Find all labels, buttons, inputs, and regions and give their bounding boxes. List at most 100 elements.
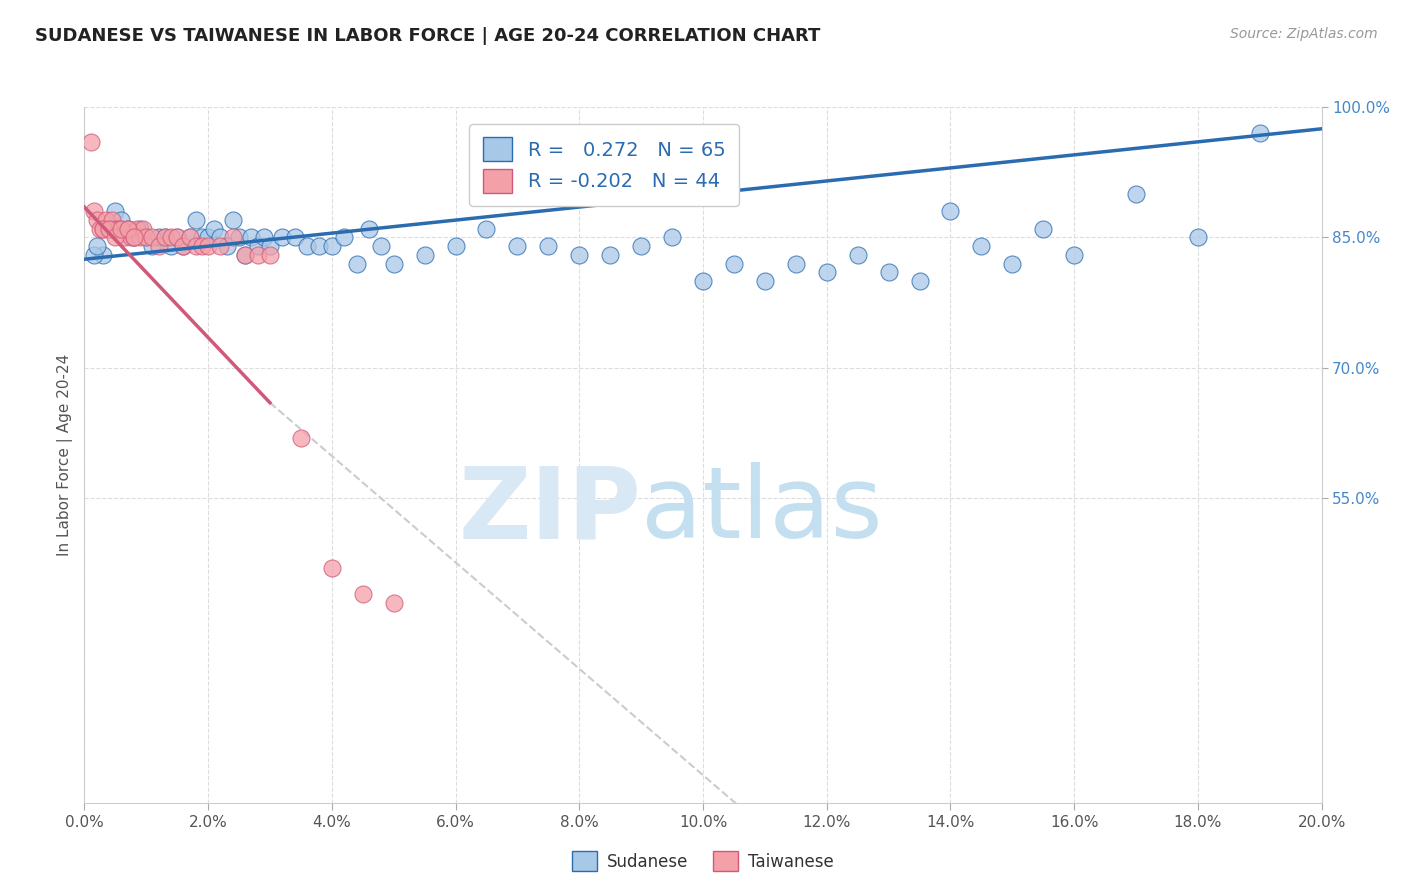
Text: atlas: atlas: [641, 462, 883, 559]
Point: [104, 221, 127, 235]
Point: [107, 221, 129, 235]
Point: [785, 256, 807, 270]
Point: [179, 230, 201, 244]
Point: [94, 213, 117, 227]
Point: [101, 213, 124, 227]
Point: [661, 230, 683, 244]
Point: [79, 135, 101, 149]
Point: [970, 239, 993, 253]
Point: [197, 239, 219, 253]
Point: [135, 230, 157, 244]
Point: [877, 265, 900, 279]
Point: [1032, 221, 1054, 235]
Text: SUDANESE VS TAIWANESE IN LABOR FORCE | AGE 20-24 CORRELATION CHART: SUDANESE VS TAIWANESE IN LABOR FORCE | A…: [35, 27, 821, 45]
Point: [83, 248, 105, 262]
Point: [815, 265, 838, 279]
Point: [1001, 256, 1024, 270]
Point: [723, 256, 745, 270]
Point: [191, 230, 214, 244]
Point: [91, 221, 114, 235]
Point: [1063, 248, 1085, 262]
Point: [110, 221, 132, 235]
Point: [148, 230, 170, 244]
Point: [117, 221, 139, 235]
Point: [104, 230, 127, 244]
Point: [179, 230, 201, 244]
Text: Source: ZipAtlas.com: Source: ZipAtlas.com: [1230, 27, 1378, 41]
Point: [184, 213, 207, 227]
Point: [117, 221, 139, 235]
Point: [1249, 126, 1271, 140]
Point: [166, 230, 188, 244]
Point: [413, 248, 436, 262]
Point: [284, 230, 307, 244]
Point: [83, 204, 105, 219]
Point: [110, 221, 132, 235]
Point: [191, 239, 214, 253]
Point: [222, 230, 245, 244]
Point: [172, 239, 194, 253]
Point: [141, 230, 163, 244]
Point: [129, 230, 152, 244]
Point: [295, 239, 318, 253]
Point: [253, 230, 276, 244]
Point: [129, 221, 152, 235]
Point: [259, 248, 281, 262]
Point: [122, 230, 145, 244]
Point: [98, 221, 121, 235]
Point: [333, 230, 356, 244]
Point: [321, 561, 343, 575]
Point: [382, 256, 405, 270]
Point: [160, 239, 183, 253]
Point: [1187, 230, 1209, 244]
Point: [908, 274, 931, 288]
Point: [692, 274, 714, 288]
Point: [475, 221, 498, 235]
Point: [91, 221, 114, 235]
Point: [506, 239, 529, 253]
Point: [114, 230, 136, 244]
Point: [197, 230, 219, 244]
Point: [290, 430, 312, 444]
Y-axis label: In Labor Force | Age 20-24: In Labor Force | Age 20-24: [58, 354, 73, 556]
Point: [86, 213, 108, 227]
Point: [599, 248, 621, 262]
Point: [110, 213, 132, 227]
Point: [308, 239, 330, 253]
Point: [153, 230, 176, 244]
Point: [160, 230, 183, 244]
Point: [271, 230, 294, 244]
Point: [86, 239, 108, 253]
Point: [233, 248, 256, 262]
Text: ZIP: ZIP: [458, 462, 641, 559]
Point: [135, 230, 157, 244]
Point: [630, 239, 652, 253]
Point: [91, 248, 114, 262]
Point: [1125, 186, 1147, 201]
Point: [246, 239, 269, 253]
Point: [357, 221, 380, 235]
Point: [148, 239, 170, 253]
Point: [209, 230, 232, 244]
Point: [939, 204, 962, 219]
Point: [117, 221, 139, 235]
Point: [846, 248, 869, 262]
Point: [89, 221, 111, 235]
Point: [98, 221, 121, 235]
Point: [370, 239, 392, 253]
Point: [120, 230, 142, 244]
Point: [172, 239, 194, 253]
Point: [125, 221, 148, 235]
Point: [222, 213, 245, 227]
Point: [153, 230, 176, 244]
Point: [122, 230, 145, 244]
Point: [352, 587, 374, 601]
Point: [228, 230, 250, 244]
Point: [321, 239, 343, 253]
Point: [122, 230, 145, 244]
Point: [346, 256, 368, 270]
Point: [382, 596, 405, 610]
Point: [98, 221, 121, 235]
Point: [568, 248, 591, 262]
Point: [141, 239, 163, 253]
